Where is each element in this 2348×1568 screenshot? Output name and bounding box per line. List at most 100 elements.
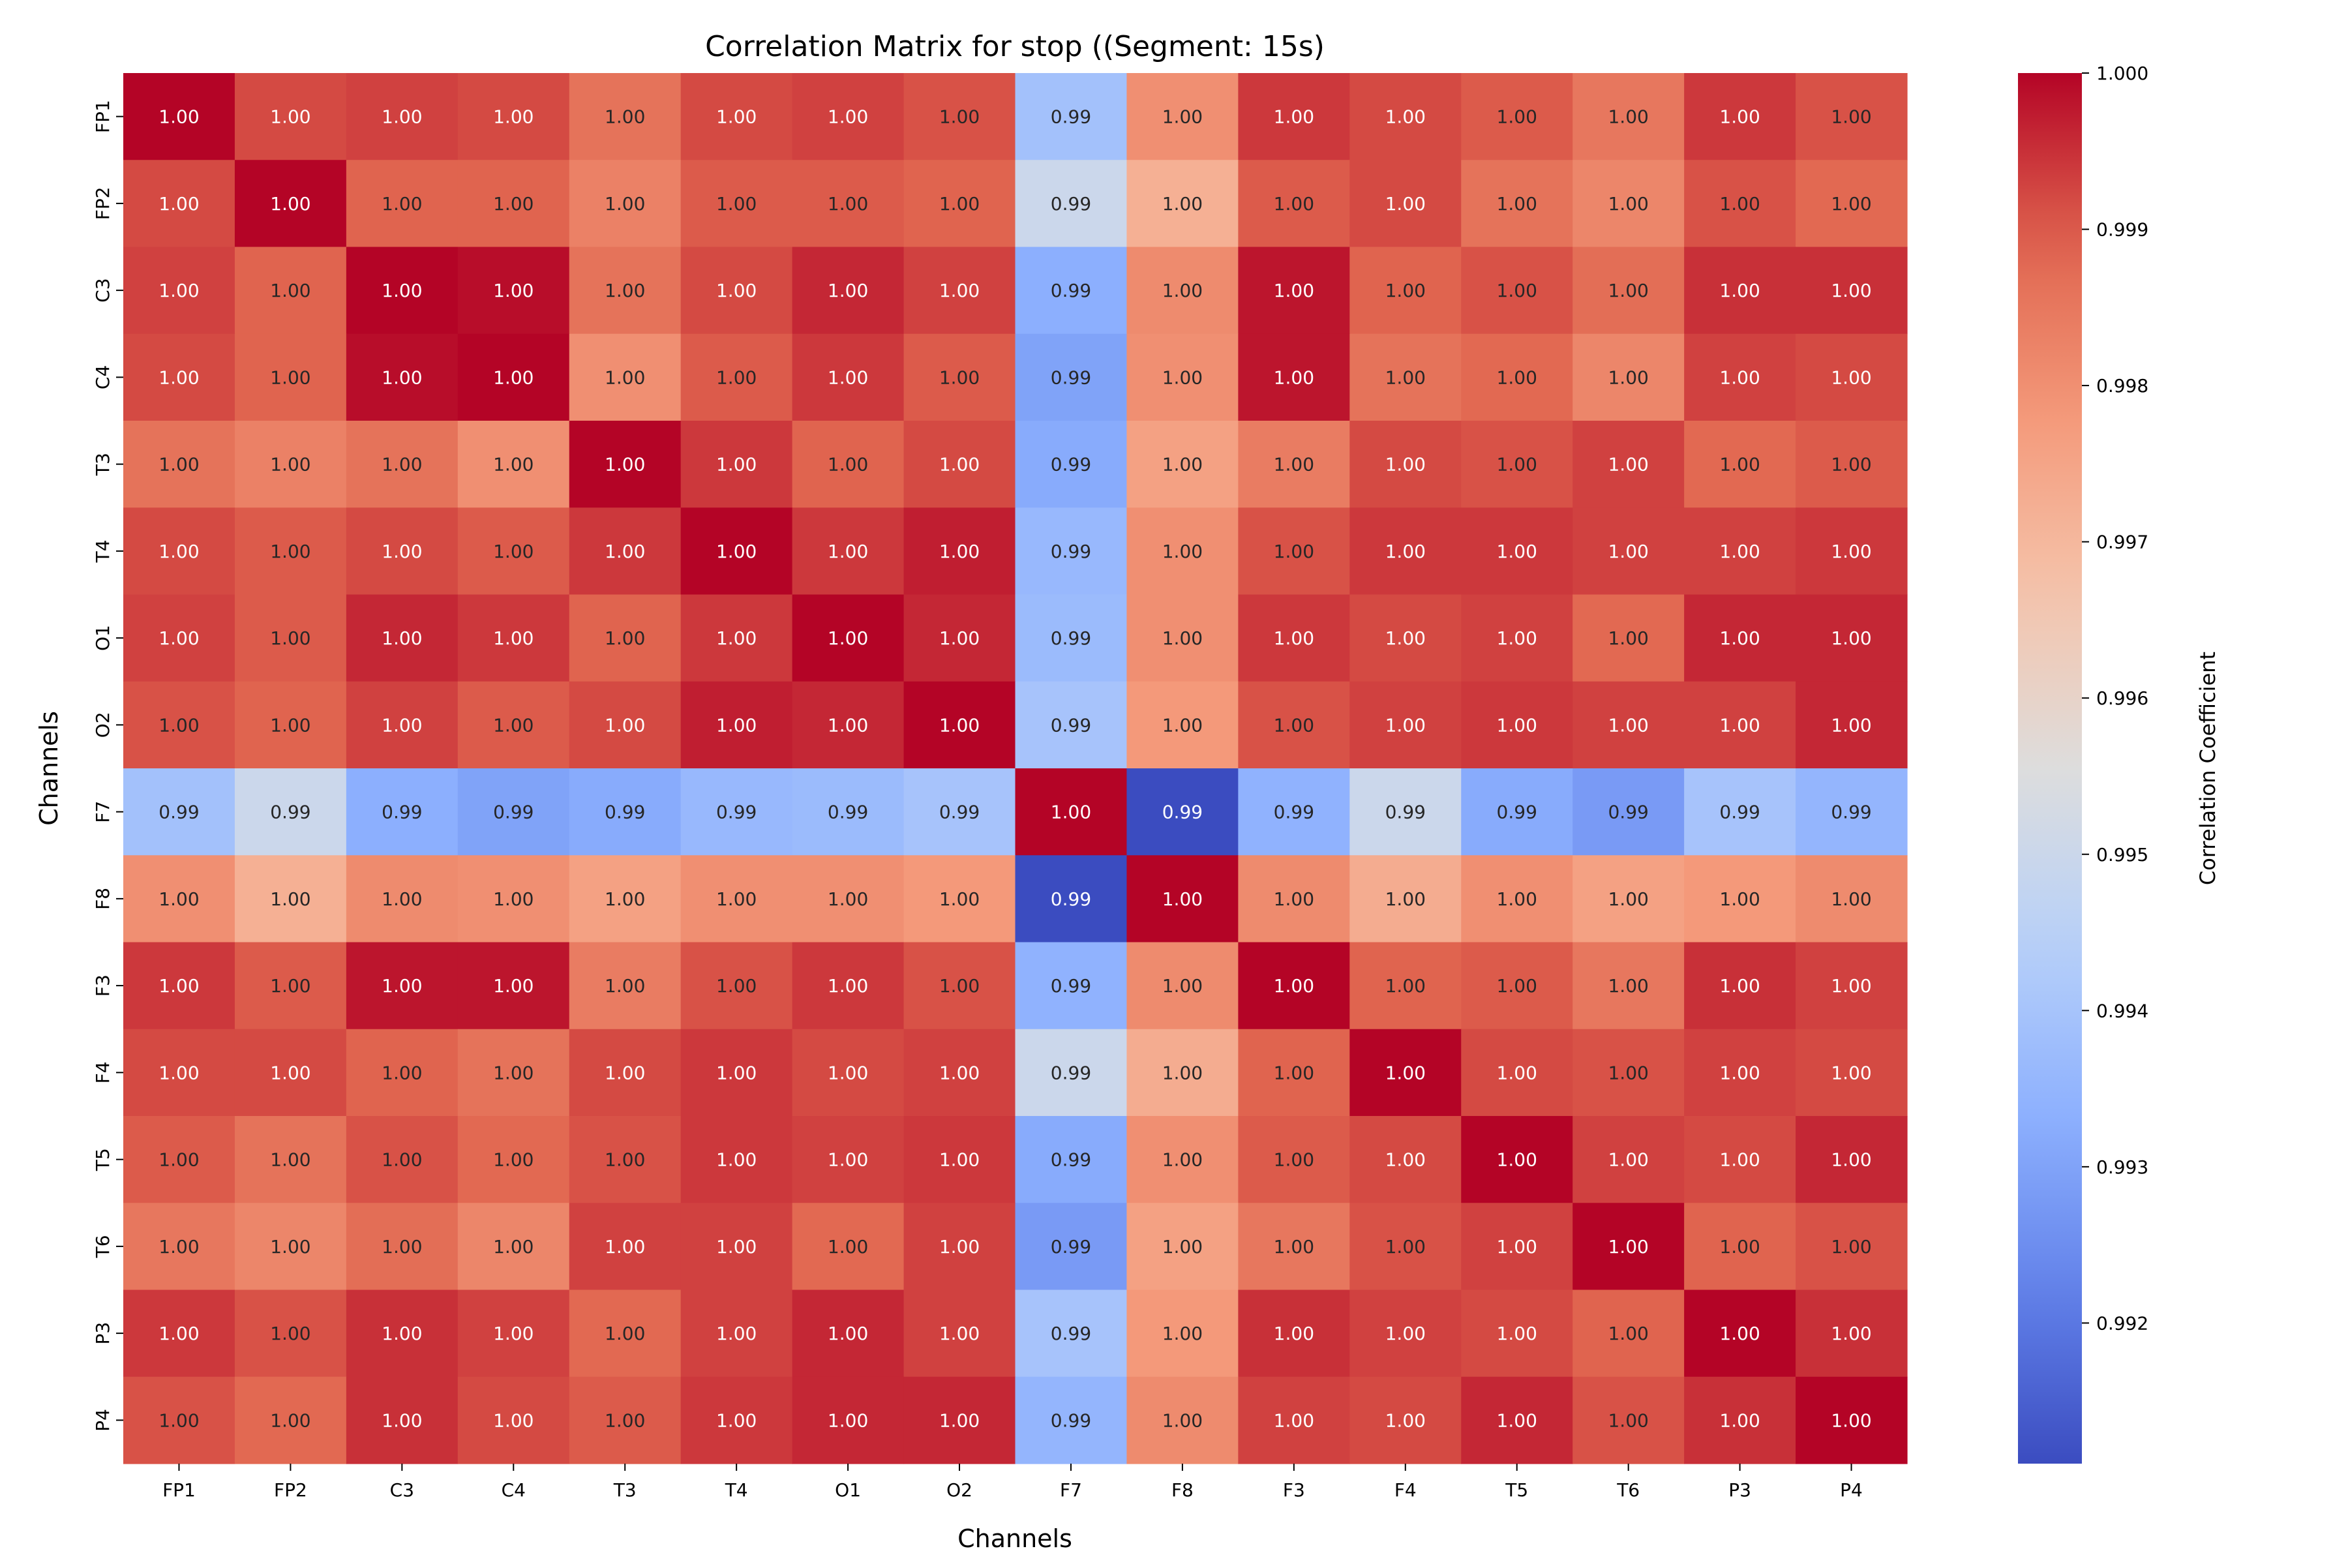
cell-annotation: 0.99 [158,802,199,823]
cell-T3-P4 [1796,421,1908,508]
cell-FP1-F4 [1349,73,1462,160]
cell-annotation: 1.00 [270,888,310,910]
cell-annotation: 1.00 [158,367,199,388]
cell-F7-T5 [1461,768,1573,856]
y-tick-label: F8 [92,888,113,910]
cell-T6-FP1 [123,1203,235,1291]
cell-T4-FP2 [234,507,347,596]
cell-annotation: 1.00 [1608,454,1648,475]
cell-C4-O1 [792,333,905,421]
cell-F7-C4 [457,768,570,856]
cell-T6-O2 [903,1203,1016,1291]
cell-annotation: 1.00 [828,541,868,562]
cell-F3-C4 [457,942,570,1030]
cell-O2-C3 [346,681,459,769]
cell-annotation: 1.00 [939,1149,980,1171]
cell-O2-F8 [1126,681,1239,769]
cell-F4-F4 [1349,1029,1462,1117]
cell-annotation: 1.00 [382,714,422,736]
cell-F3-O1 [792,942,905,1030]
cell-F4-T3 [569,1029,682,1117]
cell-annotation: 1.00 [1385,714,1426,736]
cell-annotation: 1.00 [605,367,645,388]
x-tick-label: FP1 [162,1479,196,1501]
cell-annotation: 1.00 [1831,714,1871,736]
cell-annotation: 1.00 [939,541,980,562]
cell-annotation: 1.00 [1162,627,1203,649]
cell-C4-T6 [1573,333,1685,421]
cell-annotation: 1.00 [1608,1323,1648,1344]
cell-annotation: 1.00 [828,454,868,475]
cell-annotation: 1.00 [1719,1149,1760,1171]
cell-C3-T3 [569,247,682,335]
colorbar-tick-label: 0.994 [2096,1000,2148,1021]
cell-T5-O1 [792,1116,905,1203]
cell-P3-FP2 [234,1289,347,1378]
cell-annotation: 1.00 [1831,541,1871,562]
x-tick-label: C3 [390,1479,414,1501]
cell-annotation: 1.00 [1831,1236,1871,1258]
cell-annotation: 1.00 [716,1236,757,1258]
cell-annotation: 1.00 [1162,1236,1203,1258]
cell-F4-O2 [903,1029,1016,1117]
cell-T6-O1 [792,1203,905,1291]
y-tick-label: F4 [92,1061,113,1083]
cell-F8-F8 [1126,855,1239,943]
x-tick-label: O2 [946,1479,972,1501]
cell-F7-F4 [1349,768,1462,856]
cell-O1-O1 [792,594,905,682]
cell-F8-C3 [346,855,459,943]
cell-T6-FP2 [234,1203,347,1291]
cell-O2-T3 [569,681,682,769]
cell-F4-P4 [1796,1029,1908,1117]
cell-F7-T4 [680,768,793,856]
cell-T6-F3 [1238,1203,1350,1291]
cell-O1-F8 [1126,594,1239,682]
cell-annotation: 1.00 [270,627,310,649]
cell-FP2-F4 [1349,160,1462,248]
cell-annotation: 1.00 [1831,193,1871,215]
cell-annotation: 1.00 [1831,888,1871,910]
cell-annotation: 1.00 [939,1236,980,1258]
y-axis-ticks: FP1 FP2 C3 C4 T3 T4 O1 O2 F7 F8 F3 F4 T5 T6 P3 P4 [92,100,123,1432]
cell-annotation: 1.00 [939,1062,980,1083]
cell-F8-C4 [457,855,570,943]
y-tick-label: T6 [92,1235,113,1258]
cell-T4-T5 [1461,507,1573,596]
cell-FP2-F8 [1126,160,1239,248]
cell-O1-F3 [1238,594,1350,682]
cell-C3-O1 [792,247,905,335]
cell-annotation: 1.00 [382,367,422,388]
cell-C4-FP1 [123,333,235,421]
cell-annotation: 1.00 [1497,714,1537,736]
cell-O2-T4 [680,681,793,769]
cell-annotation: 1.00 [1719,627,1760,649]
cell-FP2-F3 [1238,160,1350,248]
cell-annotation: 0.99 [1497,802,1537,823]
cell-FP1-T4 [680,73,793,160]
cell-F3-T4 [680,942,793,1030]
cell-F3-F3 [1238,942,1350,1030]
cell-F8-P4 [1796,855,1908,943]
cell-C4-C3 [346,333,459,421]
cell-annotation: 0.99 [1051,975,1091,997]
cell-annotation: 1.00 [493,714,534,736]
cell-O2-T5 [1461,681,1573,769]
cell-annotation: 0.99 [1385,802,1426,823]
cell-annotation: 1.00 [1719,1062,1760,1083]
cell-annotation: 1.00 [493,1149,534,1171]
cell-annotation: 1.00 [270,975,310,997]
cell-annotation: 1.00 [716,1410,757,1431]
cell-annotation: 1.00 [493,541,534,562]
cell-FP1-C4 [457,73,570,160]
cell-annotation: 1.00 [828,280,868,301]
cell-C3-F8 [1126,247,1239,335]
cell-annotation: 1.00 [158,1323,199,1344]
cell-annotation: 1.00 [605,1323,645,1344]
cell-P3-T4 [680,1289,793,1378]
cell-annotation: 1.00 [716,627,757,649]
cell-T5-F8 [1126,1116,1239,1203]
cell-annotation: 1.00 [382,888,422,910]
cell-annotation: 1.00 [1719,541,1760,562]
cell-annotation: 0.99 [1274,802,1314,823]
